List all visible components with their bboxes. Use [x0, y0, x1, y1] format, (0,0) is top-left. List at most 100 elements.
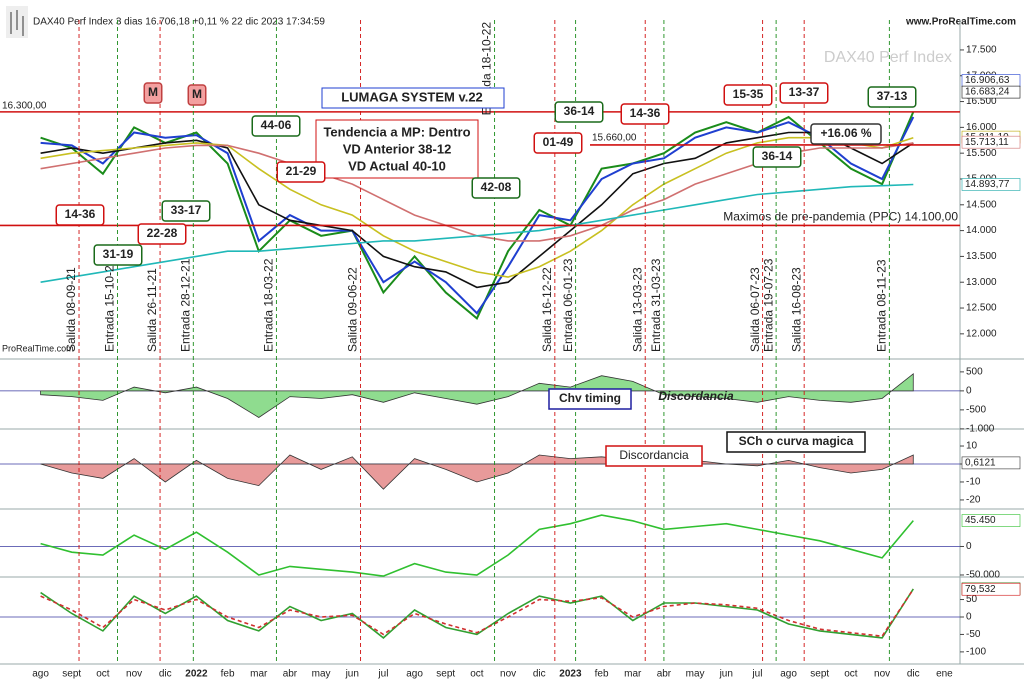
signal-label: Salida 26-11-21 [145, 268, 159, 352]
y-tick-label: -50.000 [966, 570, 1000, 581]
annotation-box [187, 84, 207, 106]
logo [6, 6, 28, 38]
x-tick-label: jun [345, 669, 359, 680]
annotation: 31-19 [103, 247, 134, 261]
y-tick-label: -1.000 [966, 424, 995, 435]
signal-label: Salida 16-12-22 [540, 267, 554, 352]
signal-label: Entrada 28-12-21 [178, 258, 192, 352]
series-line [40, 588, 914, 639]
x-tick-label: dic [159, 669, 172, 680]
annotation: 13-37 [789, 85, 820, 99]
x-tick-label: ago [780, 669, 797, 680]
y-tick-label: 16.500 [966, 96, 997, 107]
signal-label: Entrada 06-01-23 [561, 258, 575, 352]
x-tick-label: ago [32, 669, 49, 680]
annotation-box [726, 431, 866, 453]
x-tick-label: oct [96, 669, 110, 680]
annotation: 14-36 [630, 106, 661, 120]
x-tick-label: mar [250, 669, 268, 680]
value-label: 16.683,24 [965, 87, 1010, 98]
annotation: SCh o curva magica [739, 434, 854, 448]
annotation: M [148, 85, 158, 99]
annotation: Discordancia [658, 389, 734, 403]
x-tick-label: jun [719, 669, 733, 680]
header-title: DAX40 Perf Index 3 dias 16.706,18 +0,11 … [33, 17, 325, 28]
y-tick-label: 0 [966, 541, 972, 552]
annotation: Discordancia [619, 448, 689, 462]
y-tick-label: 13.500 [966, 251, 997, 262]
y-tick-label: 500 [966, 367, 983, 378]
annotation-box [251, 115, 301, 137]
y-tick-label: 12.500 [966, 303, 997, 314]
h-line-label: 15.660,00 [592, 133, 637, 144]
annotation-box [548, 388, 632, 410]
annotation-box [533, 132, 583, 154]
y-tick-label: 13.000 [966, 277, 997, 288]
y-tick-label: -10 [966, 477, 981, 488]
y-tick-label: 10 [966, 441, 978, 452]
y-tick-label: 0 [966, 612, 972, 623]
annotation-box [752, 146, 802, 168]
annotation: 42-08 [481, 180, 512, 194]
info-title: LUMAGA SYSTEM v.22 [341, 89, 483, 104]
annotation: 21-29 [286, 164, 317, 178]
annotation: Chv timing [559, 391, 621, 405]
annotation-box [723, 84, 773, 106]
annotation-box [137, 223, 187, 245]
x-tick-label: jul [377, 669, 388, 680]
x-tick-label: oct [844, 669, 858, 680]
annotation: 36-14 [564, 104, 595, 118]
info-box [315, 119, 479, 179]
series-line [40, 131, 914, 289]
y-tick-label: 0 [966, 386, 972, 397]
x-tick-label: nov [126, 669, 142, 680]
annotation-box [620, 103, 670, 125]
value-label: 0,6121 [965, 458, 996, 469]
value-label-box [961, 135, 1021, 149]
x-tick-label: 2023 [559, 669, 582, 680]
signal-label: Salida 08-09-21 [64, 267, 78, 352]
signal-label: Entrada 18-03-22 [262, 258, 276, 352]
info-line: VD Anterior 38-12 [343, 141, 452, 156]
y-tick-label: 17.500 [966, 45, 997, 56]
signal-label: Entrada 15-10-21 [103, 258, 117, 352]
x-tick-label: mar [624, 669, 642, 680]
annotation-box [143, 82, 163, 104]
x-tick-label: may [686, 669, 705, 680]
info-line: Tendencia a MP: Dentro [323, 124, 470, 139]
y-tick-label: -100 [966, 647, 986, 658]
x-tick-label: dic [533, 669, 546, 680]
annotation: 14-36 [65, 207, 96, 221]
y-tick-label: -50 [966, 629, 981, 640]
y-tick-label: -500 [966, 405, 986, 416]
h-line-label: 16.300,00 [2, 101, 47, 112]
y-tick-label: 14.000 [966, 225, 997, 236]
annotation: 33-17 [171, 203, 202, 217]
signal-label: Entrada 08-11-23 [875, 259, 889, 352]
annotation: +16.06 % [820, 126, 871, 140]
x-tick-label: oct [470, 669, 484, 680]
annotation-box [867, 86, 917, 108]
signal-label: Salida 09-06-22 [346, 267, 360, 352]
annotation-box [554, 101, 604, 123]
signal-label: Salida 16-08-23 [789, 267, 803, 352]
signal-label: Salida 06-07-23 [748, 267, 762, 352]
annotation-box [55, 204, 105, 226]
x-tick-label: abr [657, 669, 672, 680]
annotation: 01-49 [543, 135, 574, 149]
annotation: 36-14 [762, 149, 793, 163]
x-tick-label: sept [810, 669, 829, 680]
x-tick-label: may [312, 669, 331, 680]
annotation-box [93, 244, 143, 266]
x-tick-label: sept [436, 669, 455, 680]
x-tick-label: 2022 [185, 669, 208, 680]
info-title-box [321, 87, 505, 109]
annotation: 44-06 [261, 118, 292, 132]
value-label-box [961, 514, 1021, 527]
y-tick-label: 15.500 [966, 148, 997, 159]
area [40, 372, 914, 418]
annotation: 15-35 [733, 87, 764, 101]
series-line [40, 588, 914, 638]
x-tick-label: nov [500, 669, 516, 680]
watermark: DAX40 Perf Index [824, 49, 952, 66]
